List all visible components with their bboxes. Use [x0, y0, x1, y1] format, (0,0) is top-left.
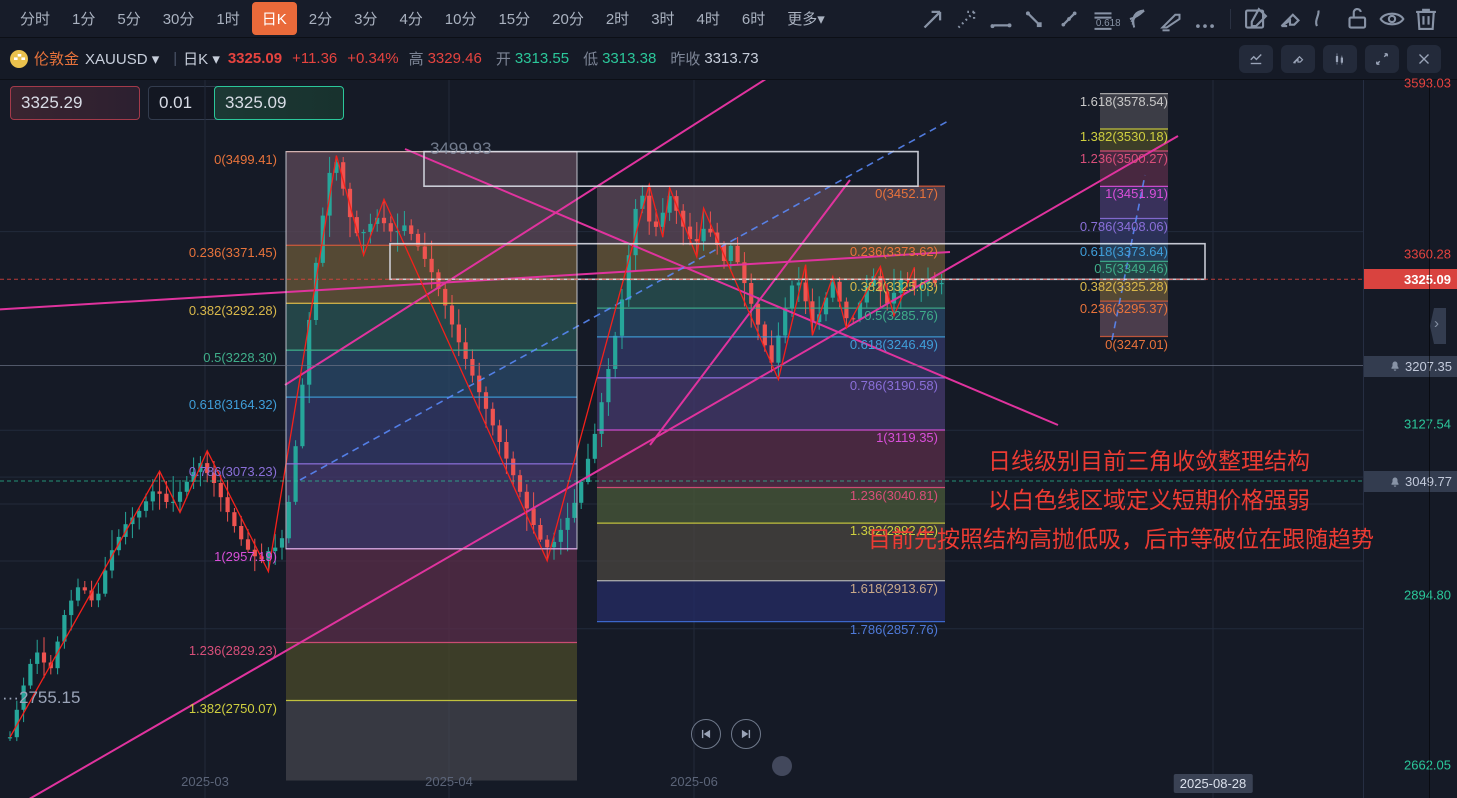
svg-text:0.618: 0.618	[1096, 18, 1120, 29]
